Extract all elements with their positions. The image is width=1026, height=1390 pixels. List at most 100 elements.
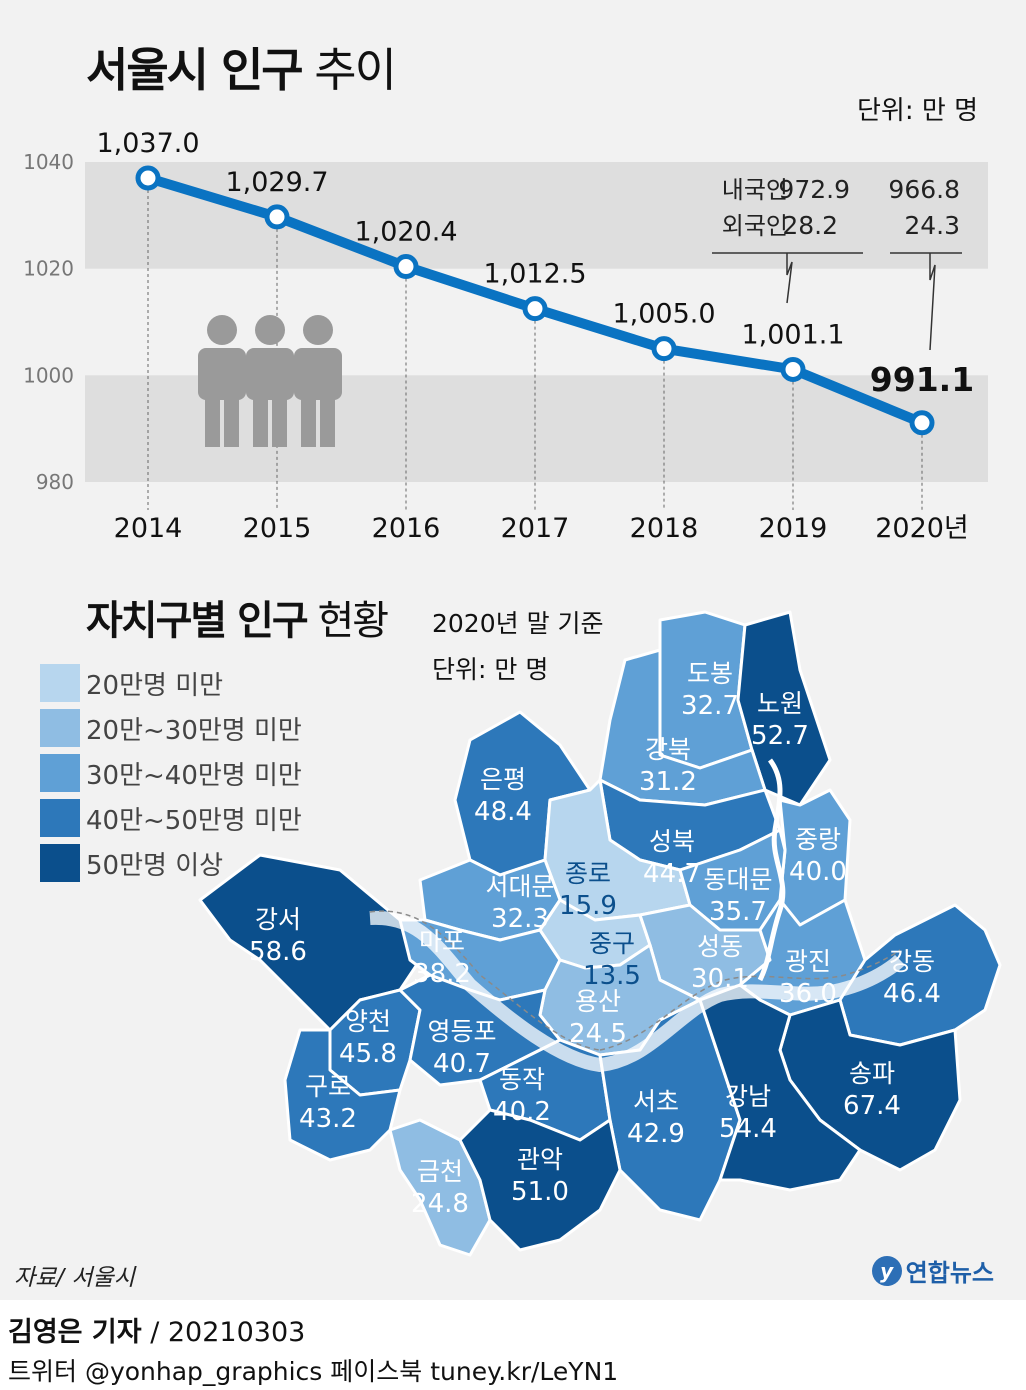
y-tick-label: 1040 xyxy=(23,150,74,174)
legend-swatch xyxy=(40,664,80,702)
district-value: 54.4 xyxy=(719,1114,777,1144)
district-regions xyxy=(198,610,1002,1257)
legend-label: 30만~40만명 미만 xyxy=(86,760,302,791)
district-name: 구로 xyxy=(305,1072,351,1101)
brand-name: 연합뉴스 xyxy=(905,1259,994,1287)
breakdown-bracket-2020 xyxy=(890,252,962,351)
data-label: 1,012.5 xyxy=(483,259,586,290)
x-tick-label: 2017 xyxy=(501,513,570,544)
district-value: 36.0 xyxy=(779,979,837,1009)
district-name: 성북 xyxy=(649,827,695,856)
reporter-name: 김영은 기자 xyxy=(8,1317,142,1348)
data-label: 1,005.0 xyxy=(612,299,715,330)
district-name: 강남 xyxy=(725,1082,771,1111)
byline: 김영은 기자 / 20210303 xyxy=(8,1310,305,1349)
domestic-label: 내국인 xyxy=(722,176,788,204)
district-value: 46.4 xyxy=(883,979,941,1009)
social-links: 트위터 @yonhap_graphics 페이스북 tuney.kr/LeYN1 xyxy=(8,1357,619,1386)
legend-item: 50만명 이상 xyxy=(40,844,223,882)
chart-title-bold: 서울시 인구 xyxy=(86,43,304,97)
district-value: 51.0 xyxy=(511,1177,569,1207)
data-label: 1,020.4 xyxy=(354,217,457,248)
chart-title: 서울시 인구 추이 xyxy=(86,34,397,100)
y-tick-label: 1020 xyxy=(23,257,74,281)
district-value: 40.7 xyxy=(433,1049,491,1079)
legend-swatch xyxy=(40,799,80,837)
data-label: 1,029.7 xyxy=(225,167,328,198)
brand-logo: y 연합뉴스 xyxy=(871,1253,994,1288)
district-name: 중랑 xyxy=(795,825,841,854)
district-value: 13.5 xyxy=(583,961,641,991)
data-point xyxy=(780,356,806,382)
data-point xyxy=(393,254,419,280)
chart-unit: 단위: 만 명 xyxy=(857,96,978,126)
legend-item: 20만~30만명 미만 xyxy=(40,709,302,747)
district-value: 24.5 xyxy=(569,1019,627,1049)
legend-label: 20만명 미만 xyxy=(86,670,224,701)
district-name: 동대문 xyxy=(703,865,772,894)
x-axis-labels: 2014 2015 2016 2017 2018 2019 2020년 xyxy=(114,513,969,544)
legend-item: 30만~40만명 미만 xyxy=(40,754,302,792)
domestic-foreign-breakdown: 내국인 972.9 외국인 28.2 966.8 24.3 xyxy=(712,175,962,351)
district-name: 노원 xyxy=(757,689,803,718)
domestic-2020: 966.8 xyxy=(888,175,960,204)
x-tick-label: 2016 xyxy=(372,513,441,544)
district-region xyxy=(458,1108,622,1252)
district-name: 서대문 xyxy=(485,872,554,901)
district-name: 관악 xyxy=(517,1145,563,1174)
district-name: 강동 xyxy=(889,947,935,976)
district-name: 송파 xyxy=(849,1059,895,1088)
han-river xyxy=(369,910,905,1073)
district-name: 영등포 xyxy=(427,1017,496,1046)
foreign-2020: 24.3 xyxy=(904,211,960,240)
district-value: 48.4 xyxy=(474,797,532,827)
district-name: 양천 xyxy=(345,1007,391,1036)
source-note: 자료/ 서울시 xyxy=(14,1265,135,1291)
x-tick-label: 2015 xyxy=(243,513,312,544)
data-point xyxy=(135,165,161,191)
y-tick-label: 1000 xyxy=(23,363,74,387)
jungnang-stream xyxy=(757,758,786,982)
data-point xyxy=(909,410,935,436)
district-name: 성동 xyxy=(697,932,743,961)
river-boundary-north xyxy=(369,910,601,1051)
district-labels: 도봉 32.7 노원 52.7 강북 31.2 은평 48.4 성북 44.7 중랑 40.0 종로 15… xyxy=(249,659,941,1219)
population-line-chart: 980 1000 1020 1040 내국인 972.9 외국인 28.2 966.8… xyxy=(23,128,988,544)
district-value: 52.7 xyxy=(751,721,809,751)
district-value: 31.2 xyxy=(639,767,697,797)
foreign-label: 외국인 xyxy=(722,212,788,240)
district-region xyxy=(698,983,862,1192)
domestic-2019: 972.9 xyxy=(778,175,850,204)
legend-label: 50만명 이상 xyxy=(86,850,224,881)
people-icon xyxy=(198,315,342,447)
district-name: 중구 xyxy=(589,929,635,958)
legend-item: 20만명 미만 xyxy=(40,664,223,702)
district-value: 38.2 xyxy=(413,959,471,989)
map-unit: 단위: 만 명 xyxy=(432,655,549,684)
district-name: 금천 xyxy=(417,1157,463,1186)
district-region xyxy=(388,1118,492,1257)
x-tick-label: 2020년 xyxy=(875,513,969,544)
data-label: 1,001.1 xyxy=(741,319,844,350)
breakdown-bracket-2019 xyxy=(712,252,863,304)
district-value: 24.8 xyxy=(411,1189,469,1219)
brand-mark-icon: y xyxy=(871,1255,902,1286)
data-point xyxy=(651,336,677,362)
legend-swatch xyxy=(40,709,80,747)
district-name: 광진 xyxy=(785,947,831,976)
x-tick-label: 2014 xyxy=(114,513,183,544)
district-name: 서초 xyxy=(633,1087,679,1116)
district-name: 마포 xyxy=(419,927,465,956)
district-value: 40.0 xyxy=(789,857,847,887)
data-point xyxy=(522,296,548,322)
district-value: 44.7 xyxy=(643,859,701,889)
district-name: 강북 xyxy=(645,735,691,764)
y-tick-label: 980 xyxy=(36,470,74,494)
district-value: 45.8 xyxy=(339,1039,397,1069)
district-value: 67.4 xyxy=(843,1091,901,1121)
foreign-2019: 28.2 xyxy=(782,211,838,240)
district-name: 종로 xyxy=(565,859,611,888)
x-tick-label: 2019 xyxy=(759,513,828,544)
district-value: 40.2 xyxy=(493,1097,551,1127)
district-name: 용산 xyxy=(575,987,621,1016)
